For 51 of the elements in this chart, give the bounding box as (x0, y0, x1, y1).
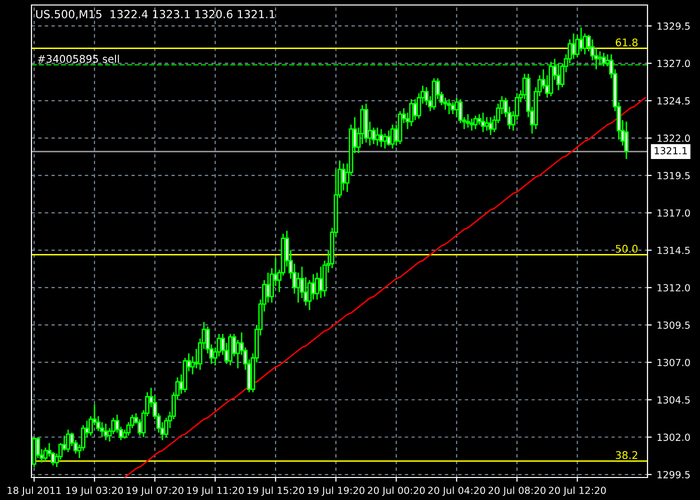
ref-line-label: #34005895 sell (38, 54, 119, 63)
annotation: 38.2 (616, 451, 638, 460)
candlestick (311, 273, 316, 300)
line-series (124, 97, 646, 478)
candlestick (228, 333, 232, 366)
candlestick (470, 118, 474, 132)
y-tick-label: 1312.0 (658, 284, 690, 292)
y-tick-label: 1319.5 (658, 172, 690, 180)
y-tick-label: 1324.5 (658, 97, 690, 105)
x-tick-label: 20 Jul 12:20 (548, 486, 606, 496)
candlestick (318, 266, 324, 299)
ref-line-label: 1321.1 (654, 147, 687, 154)
candlestick (480, 112, 486, 133)
candlestick (602, 52, 606, 67)
candlestick (598, 50, 602, 66)
x-tick-label: 19 Jul 19:20 (308, 486, 364, 496)
candlestick (43, 446, 48, 462)
candlestick (473, 114, 478, 130)
candlestick (296, 272, 300, 304)
y-tick-label: 1317.0 (658, 209, 690, 217)
candlestick (409, 98, 414, 127)
x-tick-label: 20 Jul 00:20 (368, 486, 425, 496)
x-tick-label: 19 Jul 03:20 (66, 486, 123, 496)
candlestick (450, 101, 456, 115)
y-tick-label: 1314.5 (658, 246, 690, 254)
chart-title: US.500,M15 1322.4 1323.1 1320.6 1321.1 (36, 10, 275, 20)
x-tick-label: 20 Jul 08:20 (488, 486, 546, 496)
x-tick-label: 19 Jul 15:20 (247, 486, 304, 496)
y-tick-label: 1327.0 (658, 60, 690, 68)
x-tick-label: 19 Jul 07:20 (126, 486, 184, 496)
y-tick-label: 1322.0 (658, 134, 690, 142)
x-tick-label: 20 Jul 04:20 (428, 486, 486, 496)
annotation: 61.8 (616, 38, 638, 46)
candlestick (466, 113, 470, 128)
candlestick (378, 128, 384, 148)
annotation: 50.0 (616, 244, 638, 253)
candlestick (446, 98, 452, 115)
candlestick (484, 116, 490, 132)
candlestick (104, 422, 108, 441)
candlestick (66, 428, 70, 453)
y-tick-label: 1309.5 (658, 321, 690, 329)
y-tick-label: 1299.5 (658, 470, 690, 478)
candlestick (624, 120, 629, 160)
y-tick-label: 1302.0 (658, 434, 690, 441)
x-tick-label: 19 Jul 11:20 (187, 486, 244, 496)
y-tick-label: 1307.0 (658, 358, 690, 366)
candlestick (386, 130, 391, 146)
y-tick-label: 1304.5 (658, 396, 690, 404)
x-tick-label: 18 Jul 2011 (8, 486, 61, 496)
candlestick (375, 126, 380, 146)
y-tick-label: 1329.5 (658, 22, 690, 30)
